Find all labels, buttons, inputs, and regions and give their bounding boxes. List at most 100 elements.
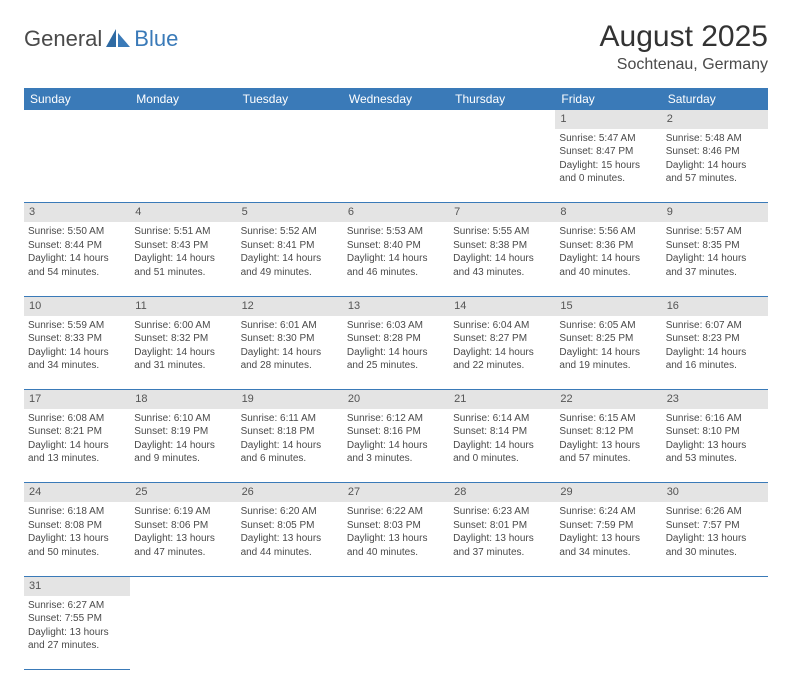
daynum-cell: 25 [130, 483, 236, 502]
daylight-text-1: Daylight: 14 hours [666, 159, 764, 173]
daynum-cell: 6 [343, 203, 449, 222]
daylight-text-2: and 0 minutes. [453, 452, 551, 466]
detail-cell: Sunrise: 6:10 AMSunset: 8:19 PMDaylight:… [130, 409, 236, 483]
detail-cell [130, 129, 236, 203]
detail-cell: Sunrise: 6:19 AMSunset: 8:06 PMDaylight:… [130, 502, 236, 576]
sunset-text: Sunset: 8:35 PM [666, 239, 764, 253]
daylight-text-2: and 54 minutes. [28, 266, 126, 280]
daynum-cell [555, 576, 661, 595]
daynum-cell: 20 [343, 390, 449, 409]
weekday-tuesday: Tuesday [237, 88, 343, 110]
sunrise-text: Sunrise: 6:14 AM [453, 412, 551, 426]
detail-cell: Sunrise: 5:55 AMSunset: 8:38 PMDaylight:… [449, 222, 555, 296]
detail-cell: Sunrise: 5:51 AMSunset: 8:43 PMDaylight:… [130, 222, 236, 296]
daylight-text-1: Daylight: 14 hours [241, 252, 339, 266]
page-title: August 2025 [600, 20, 768, 54]
daylight-text-1: Daylight: 14 hours [134, 252, 232, 266]
sunrise-text: Sunrise: 5:48 AM [666, 132, 764, 146]
detail-cell [449, 596, 555, 670]
detail-cell: Sunrise: 5:59 AMSunset: 8:33 PMDaylight:… [24, 316, 130, 390]
daylight-text-2: and 47 minutes. [134, 546, 232, 560]
daylight-text-2: and 16 minutes. [666, 359, 764, 373]
sunset-text: Sunset: 8:23 PM [666, 332, 764, 346]
daynum-cell: 7 [449, 203, 555, 222]
daylight-text-1: Daylight: 13 hours [666, 439, 764, 453]
daynum-cell [130, 576, 236, 595]
daynum-cell: 28 [449, 483, 555, 502]
daynum-cell: 24 [24, 483, 130, 502]
daynum-row: 10111213141516 [24, 296, 768, 315]
detail-cell [343, 596, 449, 670]
daynum-cell [24, 110, 130, 129]
sunrise-text: Sunrise: 6:18 AM [28, 505, 126, 519]
sunrise-text: Sunrise: 6:19 AM [134, 505, 232, 519]
daynum-cell [662, 576, 768, 595]
daynum-cell: 15 [555, 296, 661, 315]
detail-row: Sunrise: 6:18 AMSunset: 8:08 PMDaylight:… [24, 502, 768, 576]
sunrise-text: Sunrise: 6:12 AM [347, 412, 445, 426]
sunset-text: Sunset: 8:19 PM [134, 425, 232, 439]
daynum-row: 31 [24, 576, 768, 595]
sunset-text: Sunset: 8:16 PM [347, 425, 445, 439]
sunrise-text: Sunrise: 6:04 AM [453, 319, 551, 333]
sunrise-text: Sunrise: 5:53 AM [347, 225, 445, 239]
detail-cell: Sunrise: 5:56 AMSunset: 8:36 PMDaylight:… [555, 222, 661, 296]
daynum-cell: 12 [237, 296, 343, 315]
daylight-text-1: Daylight: 14 hours [666, 346, 764, 360]
detail-row: Sunrise: 5:50 AMSunset: 8:44 PMDaylight:… [24, 222, 768, 296]
sunset-text: Sunset: 8:41 PM [241, 239, 339, 253]
sunset-text: Sunset: 8:43 PM [134, 239, 232, 253]
title-block: August 2025 Sochtenau, Germany [600, 20, 768, 74]
daylight-text-1: Daylight: 15 hours [559, 159, 657, 173]
detail-cell: Sunrise: 5:57 AMSunset: 8:35 PMDaylight:… [662, 222, 768, 296]
daylight-text-2: and 34 minutes. [559, 546, 657, 560]
sunset-text: Sunset: 8:44 PM [28, 239, 126, 253]
detail-row: Sunrise: 5:47 AMSunset: 8:47 PMDaylight:… [24, 129, 768, 203]
daylight-text-2: and 53 minutes. [666, 452, 764, 466]
sunset-text: Sunset: 8:10 PM [666, 425, 764, 439]
daynum-cell: 10 [24, 296, 130, 315]
daylight-text-2: and 40 minutes. [559, 266, 657, 280]
detail-cell: Sunrise: 6:27 AMSunset: 7:55 PMDaylight:… [24, 596, 130, 670]
daynum-cell: 13 [343, 296, 449, 315]
detail-cell [662, 596, 768, 670]
detail-row: Sunrise: 6:08 AMSunset: 8:21 PMDaylight:… [24, 409, 768, 483]
sunrise-text: Sunrise: 6:15 AM [559, 412, 657, 426]
weekday-wednesday: Wednesday [343, 88, 449, 110]
daylight-text-2: and 46 minutes. [347, 266, 445, 280]
sunrise-text: Sunrise: 6:22 AM [347, 505, 445, 519]
daylight-text-2: and 43 minutes. [453, 266, 551, 280]
sunset-text: Sunset: 8:14 PM [453, 425, 551, 439]
sunset-text: Sunset: 7:55 PM [28, 612, 126, 626]
daynum-cell: 3 [24, 203, 130, 222]
calendar-head: Sunday Monday Tuesday Wednesday Thursday… [24, 88, 768, 110]
detail-cell: Sunrise: 6:05 AMSunset: 8:25 PMDaylight:… [555, 316, 661, 390]
sunrise-text: Sunrise: 5:59 AM [28, 319, 126, 333]
sunset-text: Sunset: 8:40 PM [347, 239, 445, 253]
daynum-row: 24252627282930 [24, 483, 768, 502]
weekday-monday: Monday [130, 88, 236, 110]
weekday-thursday: Thursday [449, 88, 555, 110]
detail-row: Sunrise: 6:27 AMSunset: 7:55 PMDaylight:… [24, 596, 768, 670]
detail-cell: Sunrise: 6:08 AMSunset: 8:21 PMDaylight:… [24, 409, 130, 483]
daynum-cell: 4 [130, 203, 236, 222]
daynum-cell: 16 [662, 296, 768, 315]
detail-cell: Sunrise: 6:18 AMSunset: 8:08 PMDaylight:… [24, 502, 130, 576]
detail-cell: Sunrise: 6:26 AMSunset: 7:57 PMDaylight:… [662, 502, 768, 576]
sunset-text: Sunset: 8:32 PM [134, 332, 232, 346]
sunrise-text: Sunrise: 6:03 AM [347, 319, 445, 333]
detail-cell: Sunrise: 6:04 AMSunset: 8:27 PMDaylight:… [449, 316, 555, 390]
daylight-text-1: Daylight: 13 hours [559, 532, 657, 546]
daynum-cell: 31 [24, 576, 130, 595]
detail-cell: Sunrise: 5:48 AMSunset: 8:46 PMDaylight:… [662, 129, 768, 203]
detail-cell: Sunrise: 6:23 AMSunset: 8:01 PMDaylight:… [449, 502, 555, 576]
daylight-text-1: Daylight: 14 hours [241, 346, 339, 360]
sunset-text: Sunset: 8:33 PM [28, 332, 126, 346]
daynum-cell: 29 [555, 483, 661, 502]
daylight-text-2: and 9 minutes. [134, 452, 232, 466]
daylight-text-2: and 6 minutes. [241, 452, 339, 466]
detail-row: Sunrise: 5:59 AMSunset: 8:33 PM Daylight:… [24, 316, 768, 390]
sunset-text: Sunset: 8:12 PM [559, 425, 657, 439]
logo: General Blue [24, 26, 178, 52]
daynum-cell: 19 [237, 390, 343, 409]
